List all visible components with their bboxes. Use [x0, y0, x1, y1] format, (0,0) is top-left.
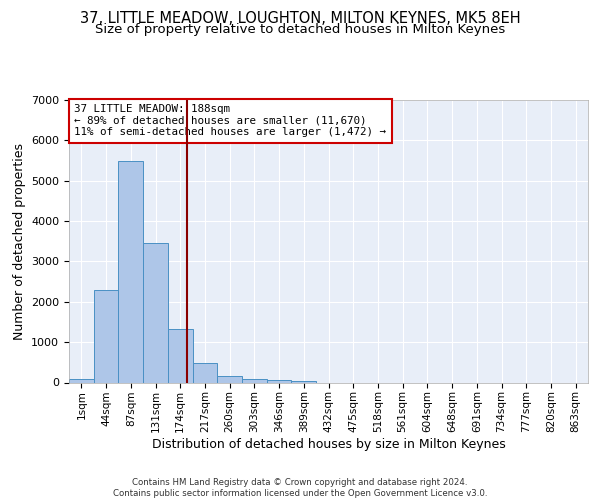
- Bar: [143, 244, 168, 382]
- Bar: [69, 380, 94, 382]
- Bar: [217, 376, 242, 382]
- Bar: [267, 380, 292, 382]
- Y-axis label: Number of detached properties: Number of detached properties: [13, 143, 26, 340]
- Bar: [94, 290, 118, 382]
- Bar: [118, 162, 143, 382]
- Bar: [193, 363, 217, 382]
- Text: Size of property relative to detached houses in Milton Keynes: Size of property relative to detached ho…: [95, 22, 505, 36]
- Text: 37 LITTLE MEADOW: 188sqm
← 89% of detached houses are smaller (11,670)
11% of se: 37 LITTLE MEADOW: 188sqm ← 89% of detach…: [74, 104, 386, 138]
- Text: Contains HM Land Registry data © Crown copyright and database right 2024.
Contai: Contains HM Land Registry data © Crown c…: [113, 478, 487, 498]
- Text: 37, LITTLE MEADOW, LOUGHTON, MILTON KEYNES, MK5 8EH: 37, LITTLE MEADOW, LOUGHTON, MILTON KEYN…: [80, 11, 520, 26]
- Bar: [168, 329, 193, 382]
- X-axis label: Distribution of detached houses by size in Milton Keynes: Distribution of detached houses by size …: [152, 438, 505, 451]
- Bar: [242, 380, 267, 382]
